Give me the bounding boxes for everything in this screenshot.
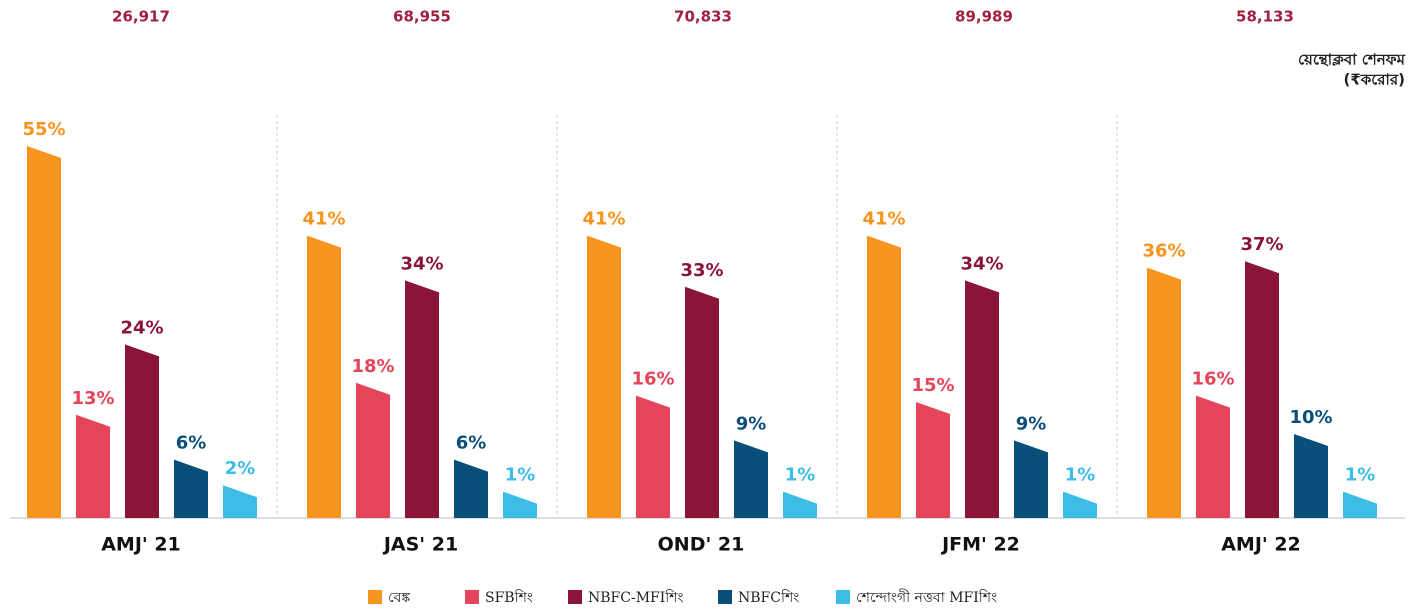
legend-swatch [836,590,850,604]
bar [503,491,537,518]
totals-unit: (₹করোর) [1343,71,1405,89]
data-label: 2% [225,458,256,479]
bar [1343,491,1377,518]
legend-label: শেন্দোংগী নত্তবা MFIশিং [856,589,997,606]
data-label: 1% [1065,465,1096,486]
bar [867,235,901,518]
data-label: 9% [736,413,767,434]
data-label: 1% [785,465,816,486]
data-label: 1% [1345,465,1376,486]
bar [1147,267,1181,518]
bar [1196,395,1230,518]
data-label: 9% [1016,413,1047,434]
legend-swatch [718,590,732,604]
legend-label: NBFC-MFIশিং [588,589,684,606]
data-label: 1% [505,465,536,486]
data-label: 36% [1142,241,1185,262]
bar [1294,434,1328,518]
data-label: 16% [1191,369,1234,390]
bar [734,440,768,518]
x-tick-label: JFM' 22 [940,534,1020,556]
bar [1063,491,1097,518]
total-label: 58,133 [1236,8,1294,26]
data-label: 33% [680,260,723,281]
bar [27,146,61,518]
data-label: 16% [631,369,674,390]
bar [965,280,999,518]
legend-swatch [368,590,382,604]
bar [454,459,488,518]
x-tick-label: JAS' 21 [382,534,458,556]
total-label: 68,955 [393,8,451,26]
data-label: 24% [120,317,163,338]
total-label: 26,917 [112,8,170,26]
x-tick-label: AMJ' 21 [101,534,181,556]
bar [636,395,670,518]
data-label: 34% [960,253,1003,274]
legend-label: NBFCশিং [738,589,799,606]
bar [223,485,257,518]
bar [916,402,950,518]
data-label: 41% [862,209,905,230]
bar [1014,440,1048,518]
data-label: 41% [302,209,345,230]
totals-title: য়েন্থোক্লবা শেনফম [1298,51,1406,69]
data-label: 41% [582,209,625,230]
bar [174,459,208,518]
x-tick-label: OND' 21 [658,534,745,556]
bar [1245,261,1279,518]
bar [76,414,110,518]
bar [307,235,341,518]
bar [405,280,439,518]
bar [587,235,621,518]
data-label: 10% [1289,407,1332,428]
bar [356,382,390,518]
data-label: 13% [71,388,114,409]
total-label: 70,833 [674,8,732,26]
legend-swatch [568,590,582,604]
data-label: 6% [176,433,207,454]
data-label: 6% [456,433,487,454]
legend-swatch [465,590,479,604]
legend-label: বেঙ্ক [388,590,410,606]
data-label: 55% [22,119,65,140]
data-label: 34% [400,253,443,274]
bar [685,286,719,518]
data-label: 15% [911,375,954,396]
bar [125,344,159,518]
legend-label: SFBশিং [485,589,533,606]
x-tick-label: AMJ' 22 [1221,534,1301,556]
bar [783,491,817,518]
data-label: 37% [1240,234,1283,255]
total-label: 89,989 [955,8,1013,26]
data-label: 18% [351,356,394,377]
